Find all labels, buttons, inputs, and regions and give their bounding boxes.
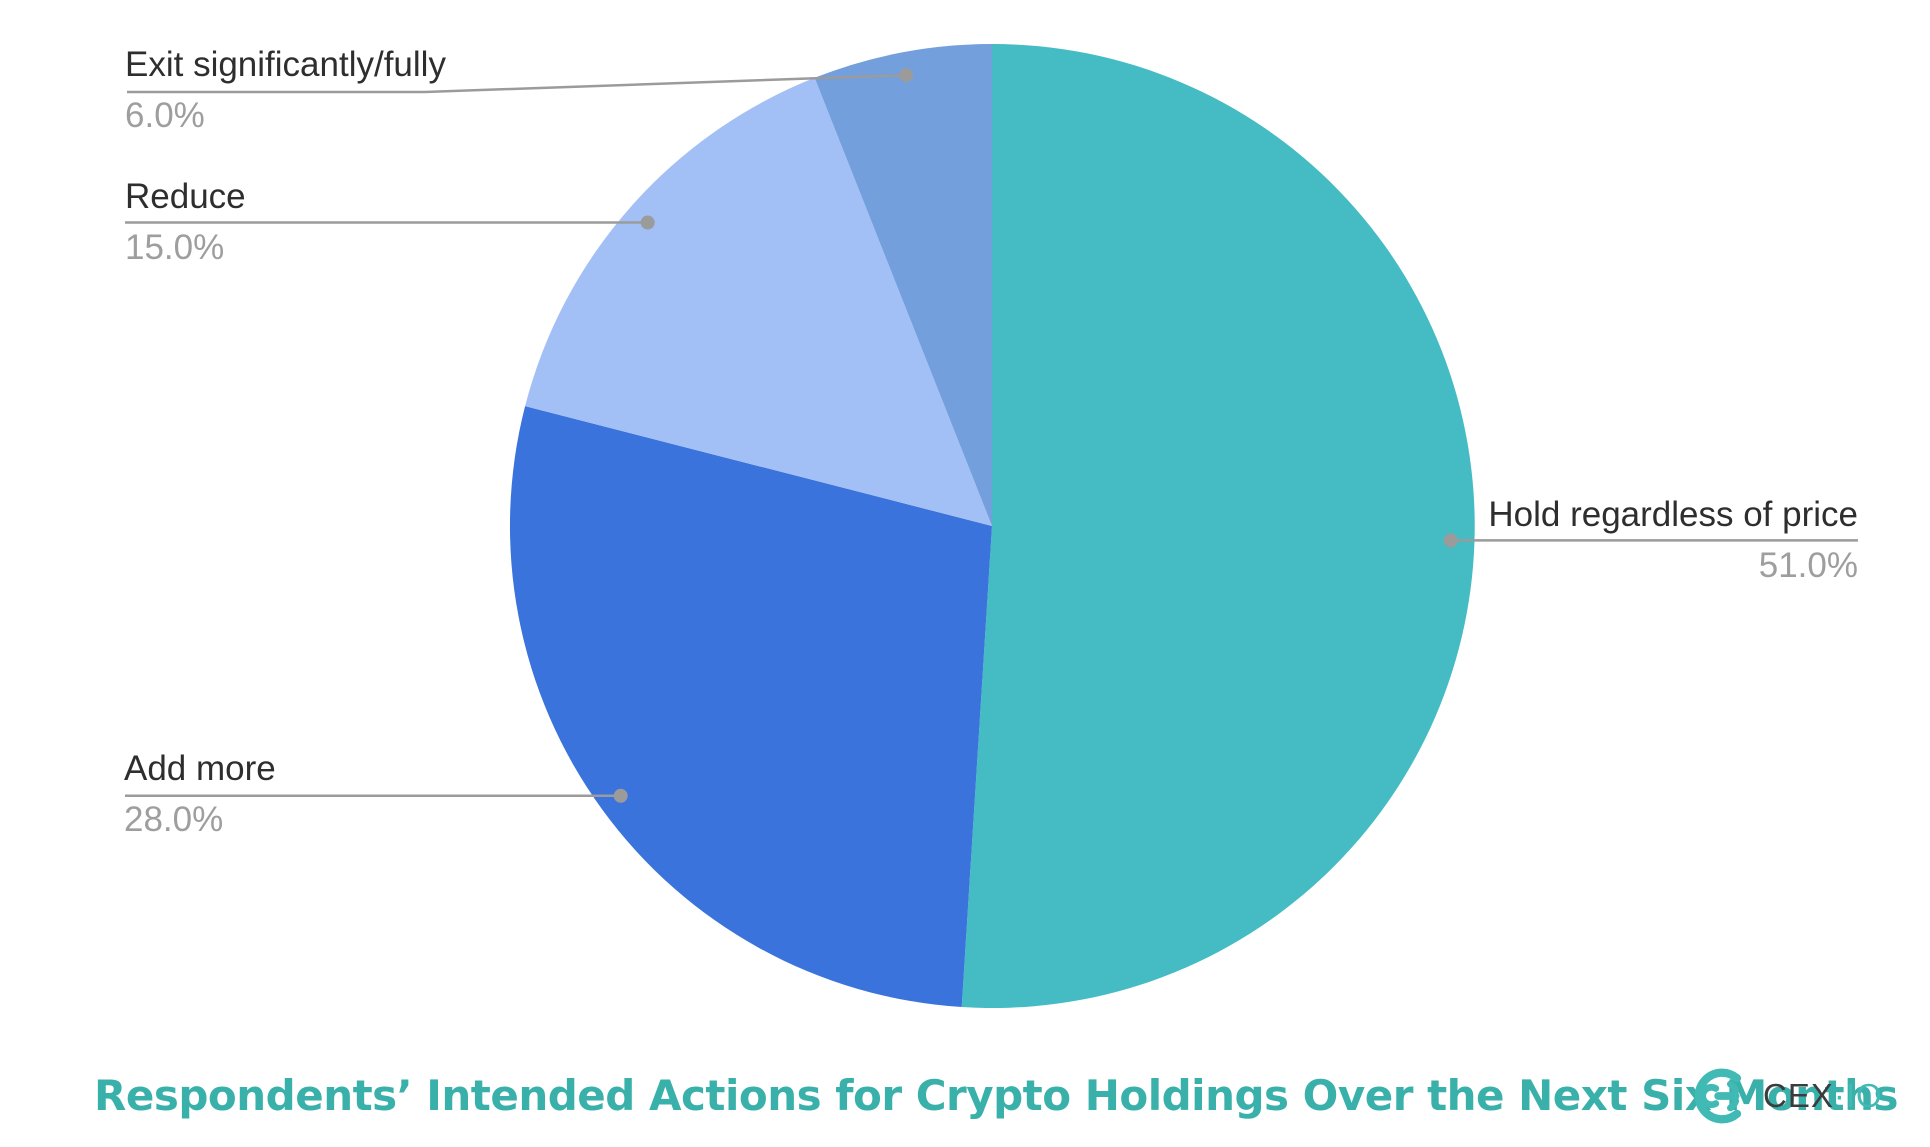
cexio-logo-icon [1694,1068,1742,1124]
slice-label-hold-regardless-of-price: Hold regardless of price 51.0% [1488,495,1858,586]
leader-line-exit-significantly-fully [127,73,907,94]
slice-percent: 28.0% [124,800,224,839]
slice-label-exit-significantly-fully: Exit significantly/fully 6.0% [125,45,446,136]
pie-slice-exit-significantly-fully[interactable] [814,43,992,526]
slice-percent: 51.0% [1758,546,1858,585]
chart-title: Respondents’ Intended Actions for Crypto… [94,1071,1898,1120]
slice-label-text: Reduce [125,177,246,216]
slice-label-text: Exit significantly/fully [125,45,446,84]
slice-percent: 6.0% [125,96,205,135]
leader-dot-exit-significantly-fully [899,68,913,83]
cexio-logo-text: CEX·IO [1763,1077,1883,1114]
slice-label-text: Hold regardless of price [1488,495,1858,534]
cexio-logo-suffix: ·IO [1833,1077,1883,1114]
leader-dot-hold-regardless-of-price [1443,533,1458,548]
cexio-logo: CEX·IO [1693,1064,1883,1128]
slice-label-text: Add more [124,749,276,788]
slice-label-reduce: Reduce 15.0% [125,177,246,268]
pie-slice-reduce[interactable] [525,77,992,527]
slice-label-add-more: Add more 28.0% [124,749,276,840]
pie-slice-add-more[interactable] [509,406,992,1008]
leader-dot-reduce [640,215,655,230]
pie-slice-hold-regardless-of-price[interactable] [961,43,1475,1008]
slice-percent: 15.0% [125,228,225,267]
leader-dot-add-more [613,788,628,803]
